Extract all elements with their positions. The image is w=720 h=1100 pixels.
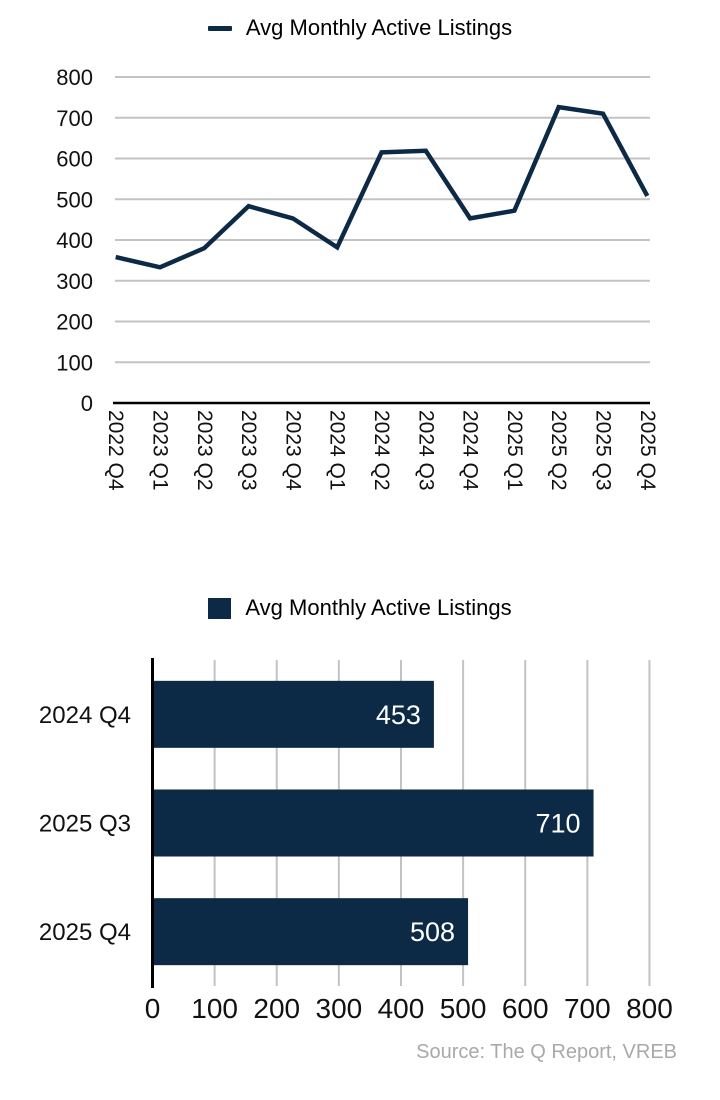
- bar-value-label: 508: [410, 917, 455, 947]
- legend-label: Avg Monthly Active Listings: [245, 15, 513, 40]
- line-series: [115, 104, 650, 270]
- x-tick-label: 600: [502, 993, 549, 1024]
- bar-chart-legend: Avg Monthly Active Listings: [0, 595, 720, 621]
- bar-value-label: 710: [535, 809, 580, 839]
- bar-category-label: 2024 Q4: [39, 702, 131, 729]
- x-tick-label: 2025 Q1: [503, 410, 526, 491]
- x-tick-label: 2023 Q4: [281, 410, 304, 491]
- bar-category-label: 2025 Q3: [39, 811, 131, 838]
- y-tick-label: 100: [56, 350, 93, 375]
- x-tick-label: 2023 Q1: [149, 410, 172, 491]
- y-tick-label: 0: [81, 391, 93, 416]
- x-tick-label: 700: [564, 993, 611, 1024]
- legend-line-marker: [207, 25, 232, 31]
- y-tick-label: 600: [56, 147, 93, 172]
- y-tick-label: 800: [56, 65, 93, 90]
- x-tick-label: 2024 Q3: [414, 410, 437, 491]
- bar: [154, 898, 469, 966]
- y-tick-label: 500: [56, 187, 93, 212]
- x-tick-label: 2023 Q2: [193, 410, 216, 491]
- x-tick-label: 2025 Q2: [547, 410, 570, 491]
- y-tick-label: 200: [56, 310, 93, 335]
- source-note: Source: The Q Report, VREB: [416, 1041, 677, 1063]
- x-tick-label: 0: [145, 993, 161, 1024]
- x-tick-label: 400: [378, 993, 425, 1024]
- y-tick-label: 400: [56, 228, 93, 253]
- bar: [154, 680, 434, 748]
- bar-category-label: 2025 Q4: [39, 919, 131, 946]
- x-tick-label: 200: [253, 993, 300, 1024]
- x-tick-label: 2025 Q3: [592, 410, 615, 491]
- x-tick-label: 800: [626, 993, 673, 1024]
- x-tick-label: 2025 Q4: [636, 410, 659, 491]
- x-tick-label: 2024 Q2: [370, 410, 393, 491]
- x-tick-label: 300: [316, 993, 363, 1024]
- bar: [154, 789, 594, 857]
- bar-value-label: 453: [376, 700, 421, 730]
- legend-square-marker: [208, 597, 232, 619]
- x-tick-label: 100: [191, 993, 238, 1024]
- legend-label: Avg Monthly Active Listings: [245, 595, 512, 620]
- x-tick-label: 2024 Q4: [459, 410, 482, 491]
- line-chart-legend: Avg Monthly Active Listings: [0, 15, 720, 41]
- x-tick-label: 500: [440, 993, 487, 1024]
- y-tick-label: 700: [56, 106, 93, 131]
- line-chart: 0 100 200 300 400 500 600 700 800 2022 Q4 2023 Q1 2…: [56, 65, 659, 491]
- x-tick-label: 2023 Q3: [237, 410, 260, 491]
- x-tick-label: 2024 Q1: [326, 410, 349, 491]
- bar-chart: 453 2024 Q4 710 2025 Q3 508 2025 Q4 0 100 200 300…: [39, 658, 673, 1024]
- x-tick-label: 2022 Q4: [104, 410, 127, 491]
- y-tick-label: 300: [56, 269, 93, 294]
